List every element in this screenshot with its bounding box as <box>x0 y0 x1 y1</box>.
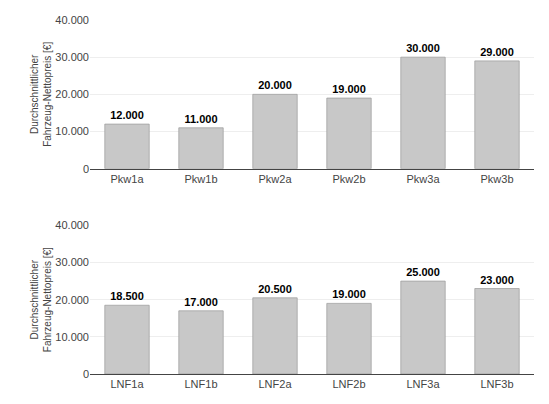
svg-text:19.000: 19.000 <box>332 288 366 300</box>
svg-text:20.000: 20.000 <box>258 79 292 91</box>
svg-text:Pkw2b: Pkw2b <box>332 173 365 185</box>
svg-text:LNF1b: LNF1b <box>184 378 217 390</box>
svg-text:Pkw3b: Pkw3b <box>480 173 513 185</box>
svg-text:30.000: 30.000 <box>55 256 89 268</box>
svg-text:10.000: 10.000 <box>55 125 89 137</box>
svg-text:LNF3a: LNF3a <box>406 378 440 390</box>
svg-text:30.000: 30.000 <box>55 51 89 63</box>
svg-text:Pkw2a: Pkw2a <box>258 173 292 185</box>
svg-text:12.000: 12.000 <box>110 109 144 121</box>
svg-text:Pkw1a: Pkw1a <box>110 173 144 185</box>
svg-text:LNF1a: LNF1a <box>110 378 144 390</box>
svg-text:DurchschnittlicherFahrzeug-Net: DurchschnittlicherFahrzeug-Nettopreis [€… <box>29 247 53 352</box>
svg-text:29.000: 29.000 <box>480 46 514 58</box>
svg-text:Pkw1b: Pkw1b <box>184 173 217 185</box>
svg-text:10.000: 10.000 <box>55 331 89 343</box>
svg-text:LNF2a: LNF2a <box>258 378 292 390</box>
svg-text:20.000: 20.000 <box>55 88 89 100</box>
svg-text:23.000: 23.000 <box>480 274 514 286</box>
svg-text:11.000: 11.000 <box>184 113 217 125</box>
svg-text:LNF3b: LNF3b <box>480 378 513 390</box>
svg-text:17.000: 17.000 <box>184 296 218 308</box>
svg-text:30.000: 30.000 <box>406 42 440 54</box>
svg-text:0: 0 <box>83 163 89 175</box>
svg-text:25.000: 25.000 <box>406 266 440 278</box>
svg-text:Pkw3a: Pkw3a <box>406 173 440 185</box>
svg-text:0: 0 <box>83 368 89 380</box>
svg-text:40.000: 40.000 <box>55 14 89 26</box>
svg-text:20.000: 20.000 <box>55 294 89 306</box>
svg-text:20.500: 20.500 <box>258 283 292 295</box>
svg-text:40.000: 40.000 <box>55 219 89 231</box>
svg-text:18.500: 18.500 <box>110 290 144 302</box>
svg-text:DurchschnittlicherFahrzeug-Net: DurchschnittlicherFahrzeug-Nettopreis [€… <box>29 42 53 147</box>
svg-text:LNF2b: LNF2b <box>332 378 365 390</box>
svg-text:19.000: 19.000 <box>332 83 366 95</box>
